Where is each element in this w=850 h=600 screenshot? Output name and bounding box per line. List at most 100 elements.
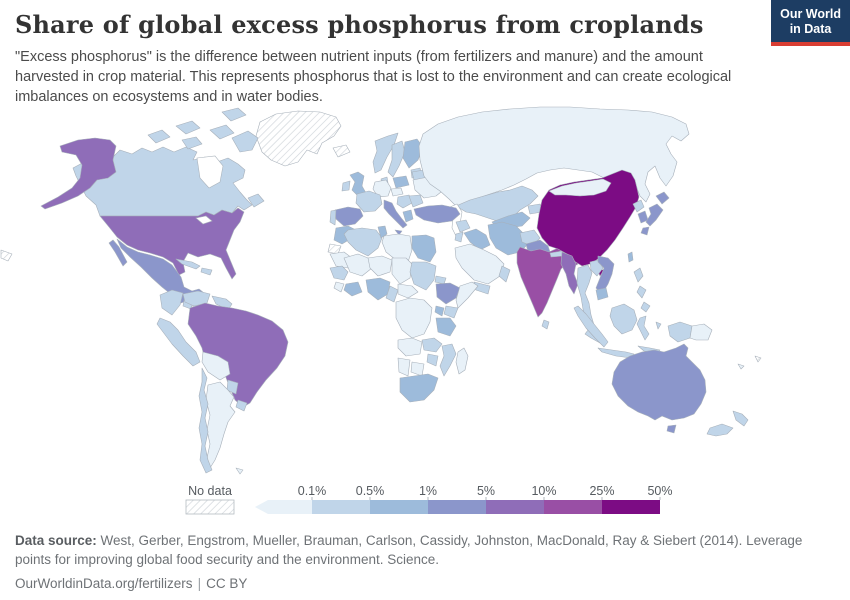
country-canada-arctic-island-5[interactable] [221, 107, 247, 122]
country-hungary-balkans[interactable] [396, 194, 413, 209]
country-indonesia-sumatra[interactable] [573, 305, 609, 348]
country-philippines-luzon[interactable] [633, 267, 644, 283]
country-turkey[interactable] [413, 204, 461, 224]
country-indonesia-sulawesi[interactable] [636, 315, 650, 341]
country-russia[interactable] [418, 106, 690, 208]
country-tanzania[interactable] [435, 317, 457, 337]
country-philippines-mindanao[interactable] [640, 301, 651, 313]
country-indonesia-papua[interactable] [667, 321, 693, 343]
country-angola[interactable] [397, 337, 423, 357]
country-sweden[interactable] [387, 140, 406, 178]
country-iran[interactable] [487, 221, 529, 256]
country-mongolia[interactable] [548, 178, 612, 197]
country-greenland[interactable] [255, 110, 342, 167]
country-japan-hokkaido[interactable] [655, 191, 670, 205]
country-kenya[interactable] [443, 305, 459, 319]
country-spain[interactable] [334, 206, 364, 227]
country-mali[interactable] [343, 253, 373, 277]
country-kazakhstan[interactable] [455, 185, 539, 223]
legend-segment-3[interactable] [370, 500, 428, 514]
country-uruguay[interactable] [235, 399, 248, 412]
country-myanmar[interactable] [560, 251, 579, 295]
country-senegal-guinea[interactable] [329, 265, 349, 281]
country-new-zealand-south[interactable] [706, 423, 734, 437]
country-italy-sicily[interactable] [394, 229, 403, 236]
country-dominican-republic[interactable] [200, 267, 213, 276]
country-portugal[interactable] [329, 209, 337, 226]
country-mexico-baja[interactable] [108, 239, 128, 267]
country-botswana[interactable] [410, 361, 425, 377]
country-iraq[interactable] [463, 228, 491, 251]
country-papua-new-guinea[interactable] [689, 323, 713, 341]
country-argentina[interactable] [204, 381, 236, 471]
country-ireland[interactable] [341, 180, 351, 192]
country-tunisia[interactable] [377, 225, 388, 239]
country-indonesia-borneo[interactable] [609, 303, 638, 335]
country-zimbabwe[interactable] [426, 353, 439, 367]
country-zambia[interactable] [421, 337, 443, 353]
country-germany[interactable] [372, 179, 392, 198]
country-philippines-visayas[interactable] [636, 285, 647, 299]
country-greece[interactable] [402, 209, 414, 223]
country-ivory-coast-ghana[interactable] [343, 281, 363, 297]
legend-segment-7[interactable] [602, 500, 660, 514]
country-australia[interactable] [611, 343, 707, 421]
legend-segment-2[interactable] [312, 500, 370, 514]
country-madagascar[interactable] [455, 347, 469, 375]
country-namibia[interactable] [397, 357, 411, 377]
country-oman[interactable] [498, 265, 511, 283]
legend-segment-6[interactable] [544, 500, 602, 514]
country-canada-arctic-island-1[interactable] [147, 129, 171, 144]
country-fiji[interactable] [754, 355, 762, 363]
country-thailand[interactable] [576, 264, 595, 332]
country-france[interactable] [355, 190, 383, 213]
country-egypt[interactable] [411, 234, 437, 263]
country-cuba[interactable] [175, 258, 201, 270]
country-uganda[interactable] [434, 305, 445, 317]
country-dr-congo[interactable] [395, 297, 433, 339]
country-taiwan[interactable] [627, 251, 634, 263]
country-bolivia[interactable] [201, 351, 231, 381]
country-finland[interactable] [402, 138, 424, 169]
country-romania-bulgaria[interactable] [408, 194, 424, 208]
legend-segment-5[interactable] [486, 500, 544, 514]
country-syria[interactable] [455, 219, 471, 233]
country-japan-kyushu[interactable] [640, 226, 650, 236]
country-australia-tasmania[interactable] [666, 424, 677, 434]
country-chile[interactable] [198, 367, 213, 474]
country-poland[interactable] [392, 175, 410, 189]
country-canada-newfoundland[interactable] [247, 193, 265, 208]
country-japan-honshu[interactable] [645, 203, 664, 227]
country-eritrea[interactable] [434, 275, 447, 285]
country-jordan-israel[interactable] [454, 231, 464, 243]
country-algeria[interactable] [343, 227, 383, 257]
country-usa[interactable] [99, 207, 245, 280]
country-peru[interactable] [156, 317, 201, 367]
country-mozambique[interactable] [439, 343, 457, 377]
country-norway[interactable] [372, 132, 399, 174]
country-cambodia[interactable] [595, 287, 609, 301]
country-paraguay[interactable] [226, 379, 239, 395]
country-indonesia-moluccas[interactable] [655, 321, 662, 330]
country-colombia[interactable] [159, 289, 184, 316]
country-canada-arctic-island-2[interactable] [175, 120, 201, 135]
country-saudi-arabia[interactable] [454, 243, 505, 285]
country-canada-arctic-island-4[interactable] [181, 136, 203, 150]
country-sri-lanka[interactable] [541, 319, 550, 330]
country-sierra-leone-liberia[interactable] [333, 281, 345, 293]
country-north-korea[interactable] [632, 199, 645, 213]
country-chad[interactable] [391, 257, 413, 285]
country-south-africa[interactable] [399, 373, 439, 403]
island-sliver[interactable] [0, 249, 13, 262]
falkland-islands[interactable] [235, 467, 244, 475]
legend-no-data-swatch[interactable] [185, 499, 235, 515]
country-central-african-republic[interactable] [397, 283, 419, 299]
owid-url-link[interactable]: OurWorldinData.org/fertilizers [15, 576, 193, 592]
country-new-caledonia[interactable] [737, 363, 745, 370]
country-czechia[interactable] [390, 187, 404, 197]
country-sudan[interactable] [409, 261, 437, 291]
legend-segment-4[interactable] [428, 500, 486, 514]
country-italy[interactable] [383, 199, 408, 229]
legend-segment-1[interactable] [255, 500, 312, 514]
country-usa-alaska[interactable] [40, 137, 117, 210]
